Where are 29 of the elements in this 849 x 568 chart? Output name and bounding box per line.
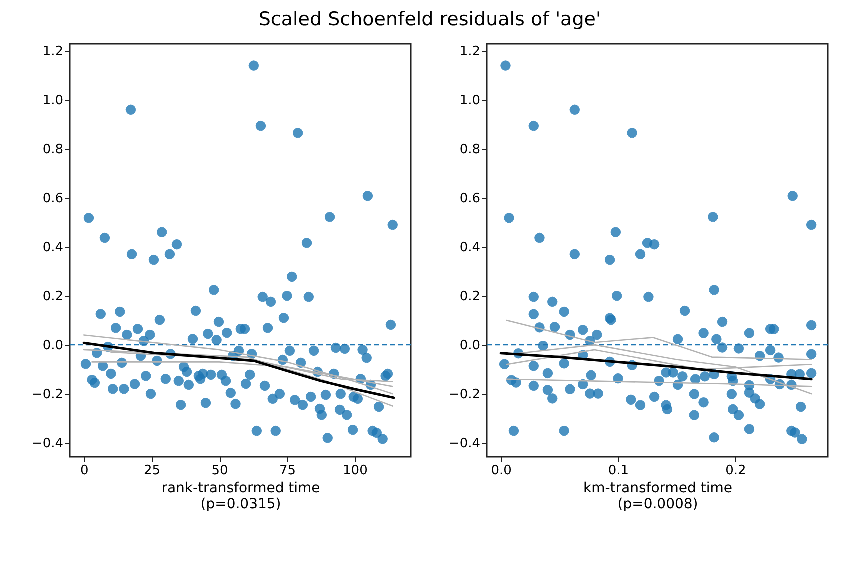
y-tick-label: 0.4 [42,240,64,256]
x-tick-label: 50 [212,464,228,478]
y-tick-label: 0.6 [460,192,480,207]
y-tick-label: 0.6 [42,192,64,207]
y-tick-label: 0.2 [42,290,64,305]
y-tick-label: −0.2 [448,388,480,403]
y-tick-label: 1.0 [42,94,64,109]
x-tick-label: 25 [144,464,161,478]
y-tick-label: 1.2 [460,44,480,60]
x-tick-label: 0 [80,464,89,478]
y-tick-label: 0.8 [42,142,64,158]
y-tick-label: 0.0 [460,338,480,354]
y-tick-label: 0.0 [42,338,64,354]
y-tick-label: −0.4 [448,436,480,452]
y-tick-label: 0.8 [460,142,480,158]
x-tick-label: 0.1 [608,464,630,478]
x-tick-label: 0.2 [726,464,746,478]
y-tick-label: 1.2 [42,44,64,60]
y-tick-label: −0.2 [32,388,64,403]
y-tick-label: 1.0 [460,94,480,109]
chart-title: Scaled Schoenfeld residuals of 'age' [258,8,602,30]
y-tick-label: −0.4 [32,436,64,452]
y-tick-label: 0.2 [460,290,480,305]
x-axis-title: rank-transformed time (p=0.0315) [162,480,320,512]
x-axis-title: km-transformed time (p=0.0008) [583,480,733,512]
x-tick-label: 75 [279,464,296,478]
y-tick-label: 0.4 [460,240,480,256]
x-tick-label: 0.0 [491,464,512,478]
x-tick-label: 100 [343,464,368,478]
